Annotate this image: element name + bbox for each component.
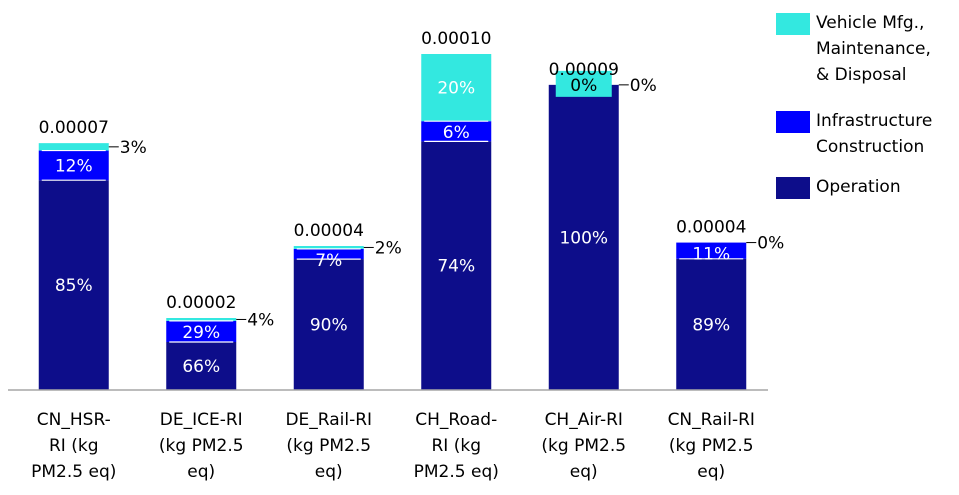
x-tick-label: eq) [697,462,725,482]
x-tick-label: CN_Rail-RI [668,410,755,430]
x-tick-label: eq) [315,462,343,482]
bar-segment-vehicle [166,318,237,321]
x-tick-label: RI (kg [49,436,99,456]
x-tick-label: CH_Air-RI [545,410,623,430]
bar-total-label: 0.00007 [39,118,109,138]
x-tick-label: eq) [187,462,215,482]
legend-label-operation: Operation [816,177,901,197]
bar-segment-infrastructure [166,320,237,342]
x-tick-label: PM2.5 eq) [414,462,499,482]
bar-total-label: 0.00009 [549,60,619,80]
infrastructure-percent-label: 11% [692,245,730,265]
legend-swatch-operation [776,177,810,199]
legend-label-infrastructure: Infrastructure Construction [816,111,933,157]
operation-percent-label: 90% [310,316,348,336]
vehicle-zero-label-box [555,70,612,97]
vehicle-percent-label: 20% [437,79,475,99]
bar-segment-operation [421,141,492,390]
x-tick-label: (kg PM2.5 [541,436,626,456]
operation-percent-label: 100% [559,228,608,248]
bar-segment-vehicle [421,54,492,122]
bar-segment-infrastructure [293,248,364,260]
x-tick-label: (kg PM2.5 [159,436,244,456]
x-tick-label: eq) [570,462,598,482]
bar-segment-vehicle [293,246,364,249]
operation-percent-label: 89% [692,315,730,335]
x-tick-label: PM2.5 eq) [31,462,116,482]
bar-total-label: 0.00004 [294,221,364,241]
bar-segment-operation [676,258,747,390]
bar-segment-operation [38,180,109,390]
operation-percent-label: 85% [55,276,93,296]
vehicle-percent-label: 0% [570,76,597,96]
legend-swatch-vehicle [776,13,810,35]
vehicle-percent-callout: 2% [375,238,402,258]
x-tick-label: CN_HSR- [37,410,111,430]
bar-total-label: 0.00010 [421,29,491,49]
bar-segment-operation [293,259,364,390]
bar-segment-infrastructure [676,242,747,259]
x-tick-label: RI (kg [432,436,482,456]
bar-segment-operation [548,84,619,390]
x-tick-label: DE_ICE-RI [160,410,243,430]
vehicle-percent-callout: 3% [120,138,147,158]
infrastructure-percent-label: 7% [315,251,342,271]
bar-segment-operation [166,342,237,390]
x-tick-label: (kg PM2.5 [669,436,754,456]
operation-percent-label: 66% [182,357,220,377]
bar-segment-infrastructure [421,121,492,142]
x-tick-label: (kg PM2.5 [286,436,371,456]
vehicle-percent-callout: 0% [757,234,784,254]
infrastructure-percent-label: 29% [182,323,220,343]
bar-segment-vehicle [38,143,109,151]
x-tick-label: CH_Road- [415,410,497,430]
infrastructure-percent-label: 6% [443,123,470,143]
vehicle-percent-callout: 4% [247,310,274,330]
vehicle-percent-callout: 0% [630,76,657,96]
bar-total-label: 0.00002 [166,293,236,313]
bar-total-label: 0.00004 [676,218,746,238]
legend-swatch-infrastructure [776,111,810,133]
operation-percent-label: 74% [437,257,475,277]
legend-label-vehicle: Vehicle Mfg., Maintenance, & Disposal [816,13,931,85]
infrastructure-percent-label: 12% [55,156,93,176]
bar-segment-infrastructure [38,150,109,181]
x-tick-label: DE_Rail-RI [285,410,372,430]
